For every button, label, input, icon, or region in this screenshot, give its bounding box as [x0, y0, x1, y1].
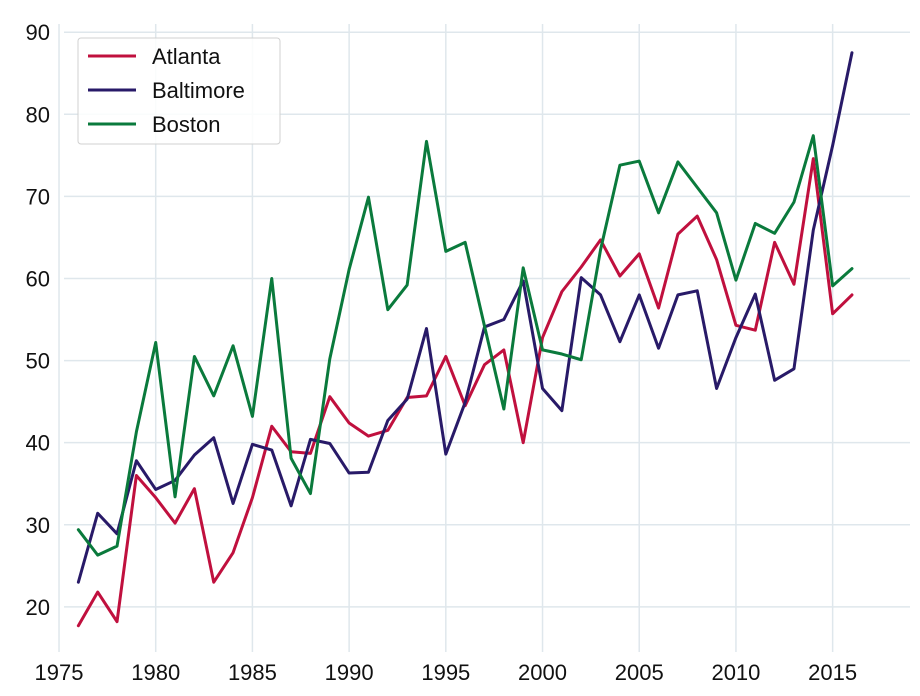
x-tick-label: 1985 [228, 660, 277, 685]
x-axis-ticks: 1975 1980 1985 1990 1995 2000 2005 2010 2015 [35, 660, 858, 685]
series-line-boston [76, 134, 854, 557]
x-tick-label: 1990 [325, 660, 374, 685]
x-tick-label: 1975 [35, 660, 84, 685]
legend: Atlanta Baltimore Boston [77, 37, 281, 145]
y-tick-label: 90 [26, 20, 50, 45]
legend-label-boston: Boston [152, 112, 221, 137]
series-line-baltimore [76, 51, 854, 584]
legend-label-baltimore: Baltimore [152, 78, 245, 103]
legend-label-atlanta: Atlanta [152, 44, 221, 69]
legend-box [77, 37, 281, 145]
y-tick-label: 40 [26, 431, 50, 456]
x-tick-label: 1980 [131, 660, 180, 685]
x-tick-label: 2005 [615, 660, 664, 685]
x-tick-label: 2015 [808, 660, 857, 685]
y-tick-label: 30 [26, 513, 50, 538]
y-axis-ticks: 20 30 40 50 60 70 80 90 [26, 20, 50, 620]
y-tick-label: 60 [26, 266, 50, 291]
legend-items: Atlanta Baltimore Boston [88, 44, 245, 137]
y-tick-label: 70 [26, 184, 50, 209]
y-tick-label: 20 [26, 595, 50, 620]
x-tick-label: 2000 [518, 660, 567, 685]
x-tick-label: 1995 [421, 660, 470, 685]
x-tick-label: 2010 [711, 660, 760, 685]
series-lines [76, 51, 854, 628]
y-tick-label: 80 [26, 102, 50, 127]
y-tick-label: 50 [26, 349, 50, 374]
